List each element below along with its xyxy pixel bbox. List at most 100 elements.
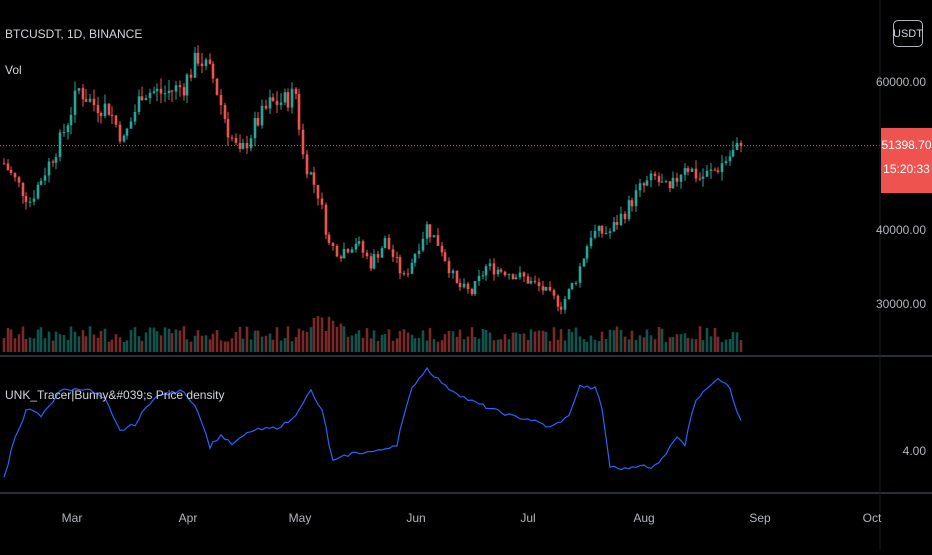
candle xyxy=(499,269,503,272)
volume-bar xyxy=(488,332,492,352)
volume-bar xyxy=(294,337,298,352)
candle xyxy=(155,88,159,92)
candle xyxy=(600,225,604,234)
volume-bar xyxy=(612,330,616,352)
x-tick-label: May xyxy=(289,511,312,525)
volume-bar xyxy=(275,327,279,352)
volume-bar xyxy=(47,331,51,352)
candle xyxy=(739,142,743,146)
candle xyxy=(597,225,601,231)
candle xyxy=(589,237,593,247)
volume-bar xyxy=(122,342,126,352)
volume-bar xyxy=(436,341,440,352)
candle xyxy=(140,96,144,100)
candle xyxy=(152,91,156,93)
currency-button[interactable]: USDT xyxy=(893,20,923,47)
volume-bar xyxy=(39,327,43,352)
candle xyxy=(47,161,51,176)
volume-bar xyxy=(615,326,619,352)
candle xyxy=(585,246,589,259)
volume-bar xyxy=(189,341,193,352)
volume-bar xyxy=(657,326,661,352)
candle xyxy=(245,142,249,149)
volume-bar xyxy=(69,326,73,352)
candle xyxy=(163,93,167,95)
volume-bar xyxy=(634,339,638,352)
volume-bar xyxy=(604,339,608,352)
candle xyxy=(36,184,40,199)
candle xyxy=(533,280,537,283)
candle xyxy=(511,274,515,280)
volume-bar xyxy=(731,331,735,352)
candle xyxy=(204,59,208,67)
symbol-title: BTCUSDT, 1D, BINANCE xyxy=(5,27,143,41)
candle xyxy=(481,275,485,277)
candle xyxy=(488,263,492,267)
volume-bar xyxy=(200,335,204,352)
candle xyxy=(518,272,522,278)
volume-bar xyxy=(230,338,234,352)
candle xyxy=(28,201,32,203)
candle xyxy=(537,282,541,287)
candle xyxy=(110,114,114,116)
candle xyxy=(159,88,163,94)
volume-bar xyxy=(357,330,361,352)
candle xyxy=(309,172,313,175)
volume-bar xyxy=(387,329,391,352)
candle xyxy=(69,114,73,126)
volume-bar xyxy=(13,338,17,352)
volume-bar xyxy=(507,339,511,352)
volume-bar xyxy=(81,330,85,352)
candle xyxy=(570,282,574,290)
volume-bar xyxy=(496,339,500,352)
volume-bar xyxy=(574,327,578,352)
volume-bar xyxy=(440,340,444,352)
candle xyxy=(484,266,488,276)
volume-bar xyxy=(331,320,335,352)
candle xyxy=(417,250,421,254)
volume-bar xyxy=(458,329,462,352)
volume-bar xyxy=(522,333,526,352)
volume-bar xyxy=(582,339,586,352)
candle xyxy=(357,241,361,244)
volume-bar xyxy=(686,337,690,352)
candle xyxy=(653,173,657,176)
volume-bar xyxy=(406,332,410,352)
volume-bar xyxy=(327,316,331,352)
candle xyxy=(193,52,197,78)
candle xyxy=(391,249,395,257)
candle xyxy=(264,105,268,109)
volume-bar xyxy=(556,339,560,352)
volume-bar xyxy=(283,338,287,352)
candle xyxy=(470,289,474,295)
candle xyxy=(578,266,582,283)
candle xyxy=(369,256,373,269)
volume-bar xyxy=(679,334,683,352)
volume-bar xyxy=(226,341,230,352)
volume-bar xyxy=(271,339,275,352)
candle xyxy=(107,103,111,115)
candle xyxy=(514,277,518,280)
indicator-title: UNK_Tracer|Bunny&#039;s Price density xyxy=(5,388,225,402)
candle xyxy=(559,306,563,310)
volume-bar xyxy=(99,330,103,352)
candle xyxy=(638,183,642,191)
volume-bar xyxy=(690,338,694,352)
x-tick-label: Aug xyxy=(633,511,654,525)
volume-bar xyxy=(51,340,55,352)
volume-bar xyxy=(570,332,574,352)
volume-bar xyxy=(664,341,668,352)
volume-bar xyxy=(533,331,537,352)
volume-bar xyxy=(182,326,186,352)
candle xyxy=(297,93,301,130)
volume-bar xyxy=(451,331,455,352)
candle xyxy=(720,163,724,173)
candle xyxy=(574,282,578,284)
candle xyxy=(208,59,212,64)
candle xyxy=(563,299,567,310)
candle xyxy=(455,270,459,283)
volume-bar xyxy=(720,341,724,352)
